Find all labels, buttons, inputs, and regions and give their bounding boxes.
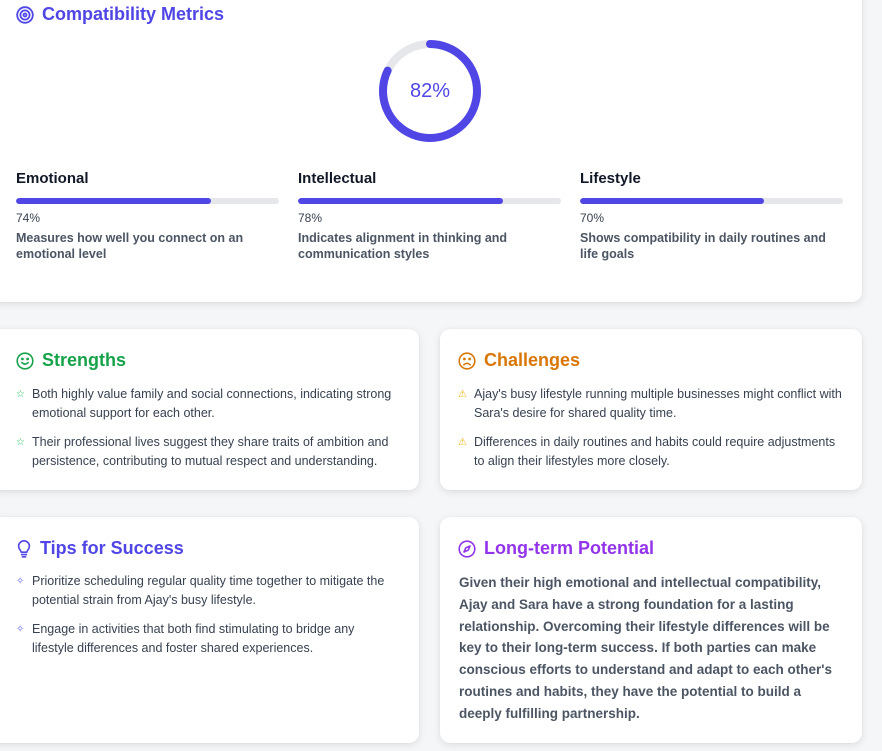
- list-item-text: Engage in activities that both find stim…: [32, 622, 355, 655]
- overall-percent: 82%: [409, 79, 451, 102]
- metric-description: Shows compatibility in daily routines an…: [580, 231, 826, 261]
- strengths-list: ☆ Both highly value family and social co…: [16, 385, 396, 481]
- tips-card: Tips for Success ✧ Prioritize scheduling…: [0, 517, 419, 743]
- metric-percent: 70%: [580, 211, 605, 225]
- overall-compatibility-gauge: 82%: [377, 38, 483, 144]
- challenges-title: Challenges: [458, 350, 580, 371]
- metric-emotional: Emotional 74% Measures how well you conn…: [16, 170, 279, 262]
- list-item-text: Both highly value family and social conn…: [32, 387, 392, 420]
- tips-title-text: Tips for Success: [40, 538, 184, 558]
- compass-icon: [458, 539, 476, 558]
- metric-description: Measures how well you connect on an emot…: [16, 231, 244, 261]
- star-icon: ☆: [16, 389, 25, 400]
- sparkle-icon: ✧: [16, 576, 25, 587]
- metrics-title: Compatibility Metrics: [16, 4, 224, 25]
- long-term-potential-card: Long-term Potential Given their high emo…: [440, 517, 862, 743]
- challenges-list: ⚠ Ajay's busy lifestyle running multiple…: [458, 385, 848, 481]
- list-item-text: Differences in daily routines and habits…: [474, 435, 836, 468]
- metric-lifestyle: Lifestyle 70% Shows compatibility in dai…: [580, 170, 843, 262]
- star-icon: ☆: [16, 437, 25, 448]
- list-item: ☆ Their professional lives suggest they …: [16, 433, 396, 471]
- progress-bar-fill: [298, 198, 504, 204]
- progress-bar-fill: [580, 198, 765, 204]
- tips-list: ✧ Prioritize scheduling regular quality …: [16, 572, 396, 668]
- potential-title: Long-term Potential: [458, 538, 654, 559]
- metrics-title-text: Compatibility Metrics: [42, 4, 225, 24]
- list-item: ✧ Engage in activities that both find st…: [16, 620, 396, 658]
- progress-bar-track: [580, 198, 843, 204]
- strengths-title: Strengths: [16, 350, 126, 371]
- warning-icon: ⚠: [458, 437, 467, 448]
- compatibility-metrics-card: Compatibility Metrics 82% Emotional 74% …: [0, 0, 862, 302]
- metric-percent: 78%: [298, 211, 323, 225]
- metric-percent: 74%: [16, 211, 41, 225]
- smile-icon: [16, 351, 34, 370]
- list-item: ☆ Both highly value family and social co…: [16, 385, 396, 423]
- progress-bar-fill: [16, 198, 211, 204]
- strengths-card: Strengths ☆ Both highly value family and…: [0, 329, 419, 490]
- sparkle-icon: ✧: [16, 624, 25, 635]
- list-item: ✧ Prioritize scheduling regular quality …: [16, 572, 396, 610]
- lightbulb-icon: [17, 539, 31, 558]
- metric-name: Intellectual: [298, 170, 377, 187]
- progress-bar-track: [16, 198, 279, 204]
- frown-icon: [458, 351, 476, 370]
- metric-description: Indicates alignment in thinking and comm…: [298, 231, 508, 261]
- progress-bar-track: [298, 198, 561, 204]
- metric-name: Lifestyle: [580, 170, 641, 187]
- strengths-title-text: Strengths: [42, 350, 127, 370]
- warning-icon: ⚠: [458, 389, 467, 400]
- list-item: ⚠ Ajay's busy lifestyle running multiple…: [458, 385, 848, 423]
- metric-intellectual: Intellectual 78% Indicates alignment in …: [298, 170, 561, 262]
- challenges-title-text: Challenges: [484, 350, 581, 370]
- list-item-text: Ajay's busy lifestyle running multiple b…: [474, 387, 842, 420]
- challenges-card: Challenges ⚠ Ajay's busy lifestyle runni…: [440, 329, 862, 490]
- list-item: ⚠ Differences in daily routines and habi…: [458, 433, 848, 471]
- list-item-text: Their professional lives suggest they sh…: [32, 435, 389, 468]
- potential-title-text: Long-term Potential: [484, 538, 654, 558]
- target-icon: [16, 5, 34, 24]
- list-item-text: Prioritize scheduling regular quality ti…: [32, 574, 385, 607]
- gauge-progress-arc: [379, 40, 481, 142]
- potential-description: Given their high emotional and intellect…: [459, 575, 833, 721]
- tips-title: Tips for Success: [16, 538, 184, 559]
- metric-name: Emotional: [16, 170, 89, 187]
